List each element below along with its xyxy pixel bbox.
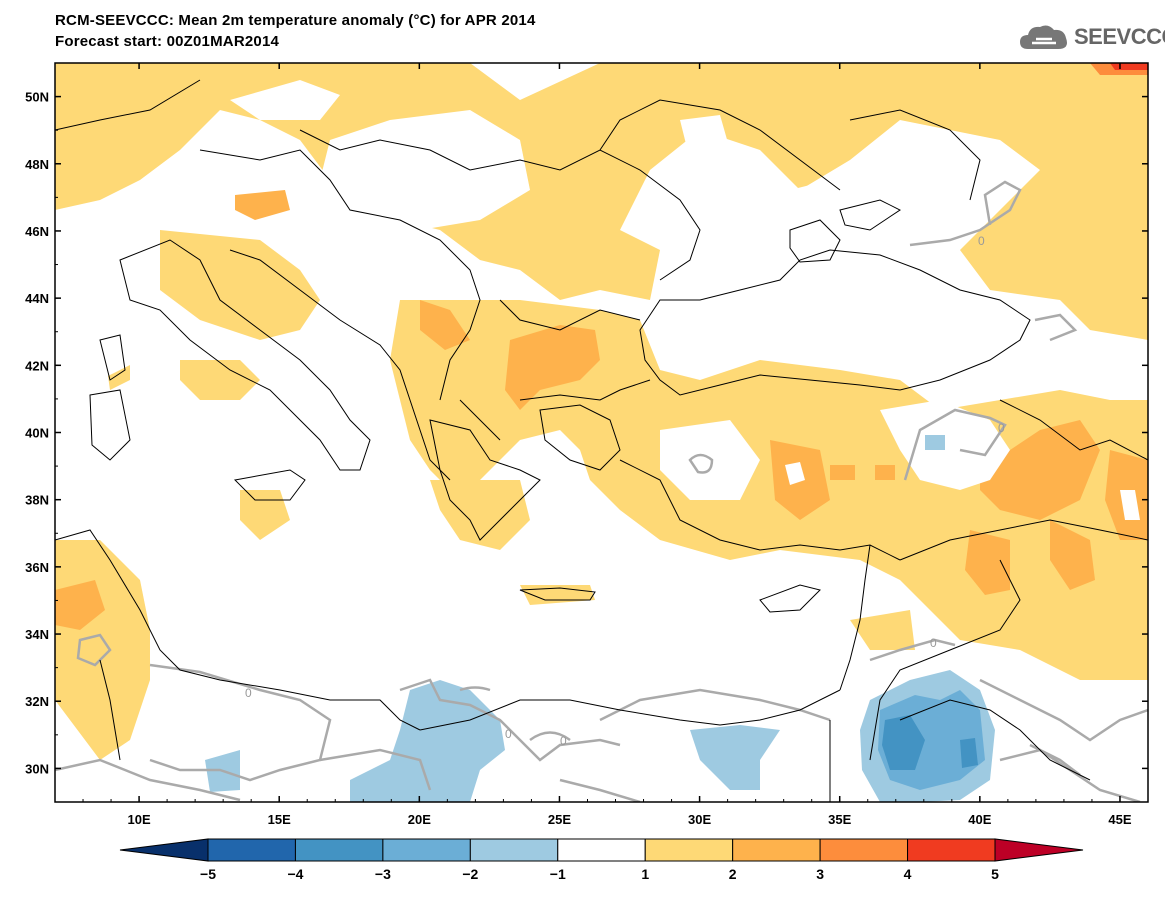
map-title: RCM-SEEVCCC: Mean 2m temperature anomaly… <box>55 12 536 29</box>
lon-tick-label: 25E <box>548 812 571 827</box>
colorbar-label: 1 <box>641 866 649 882</box>
lat-tick-label: 42N <box>25 358 49 373</box>
contour-label: 0 <box>978 234 985 248</box>
colorbar-label: 5 <box>991 866 999 882</box>
lat-tick-label: 32N <box>25 694 49 709</box>
colorbar-bin <box>294 838 384 862</box>
anomaly-field: 0 0 0 0 0 0 <box>55 63 1148 802</box>
colorbar-label: 4 <box>904 866 912 882</box>
lat-tick-label: 30N <box>25 761 49 776</box>
forecast-start: Forecast start: 00Z01MAR2014 <box>55 33 280 50</box>
colorbar-bin <box>207 838 296 862</box>
colorbar-max-arrow <box>994 838 1084 862</box>
lat-tick-label: 34N <box>25 627 49 642</box>
colorbar-label: −2 <box>462 866 478 882</box>
cloud-icon <box>1020 25 1067 49</box>
lat-tick-label: 48N <box>25 157 49 172</box>
contour-label: 0 <box>998 421 1005 435</box>
lat-tick-label: 50N <box>25 90 49 105</box>
lat-tick-label: 38N <box>25 493 49 508</box>
colorbar-label: 3 <box>816 866 824 882</box>
lat-tick-label: 40N <box>25 426 49 441</box>
colorbar-label: −4 <box>287 866 303 882</box>
colorbar-bin <box>732 838 821 862</box>
contour-label: 0 <box>505 727 512 741</box>
colorbar-bin <box>469 838 559 862</box>
colorbar-label: −1 <box>550 866 566 882</box>
lat-tick-label: 46N <box>25 224 49 239</box>
colorbar-label: −5 <box>200 866 216 882</box>
colorbar-label: −3 <box>375 866 391 882</box>
colorbar-min-arrow <box>119 838 209 862</box>
lat-tick-label: 36N <box>25 560 49 575</box>
colorbar-bin <box>557 838 646 862</box>
lat-axis: 30N 32N 34N 36N 38N 40N 42N 44N 46N 48N 50N <box>25 90 1148 776</box>
contour-label: 0 <box>245 686 252 700</box>
lon-tick-label: 20E <box>408 812 431 827</box>
colorbar-bin <box>644 838 734 862</box>
contour-label: 0 <box>930 636 937 650</box>
colorbar-bin <box>819 838 909 862</box>
seevccc-logo: SEEVCCC <box>1018 20 1165 54</box>
colorbar-bin <box>907 838 996 862</box>
lon-tick-label: 10E <box>128 812 151 827</box>
logo-text: SEEVCCC <box>1074 24 1165 49</box>
lon-tick-label: 45E <box>1108 812 1131 827</box>
coastlines <box>55 79 1148 802</box>
colorbar-label: 2 <box>729 866 737 882</box>
colorbar-bin <box>382 838 471 862</box>
lat-tick-label: 44N <box>25 291 49 306</box>
lon-tick-label: 15E <box>268 812 291 827</box>
lon-tick-label: 35E <box>828 812 851 827</box>
lon-tick-label: 30E <box>688 812 711 827</box>
lon-axis: 10E 15E 20E 25E 30E 35E 40E 45E <box>82 63 1149 827</box>
colorbar: −5 −4 −3 −2 −1 1 2 3 4 5 <box>119 838 1084 882</box>
lon-tick-label: 40E <box>968 812 991 827</box>
contour-label: 0 <box>560 734 567 748</box>
